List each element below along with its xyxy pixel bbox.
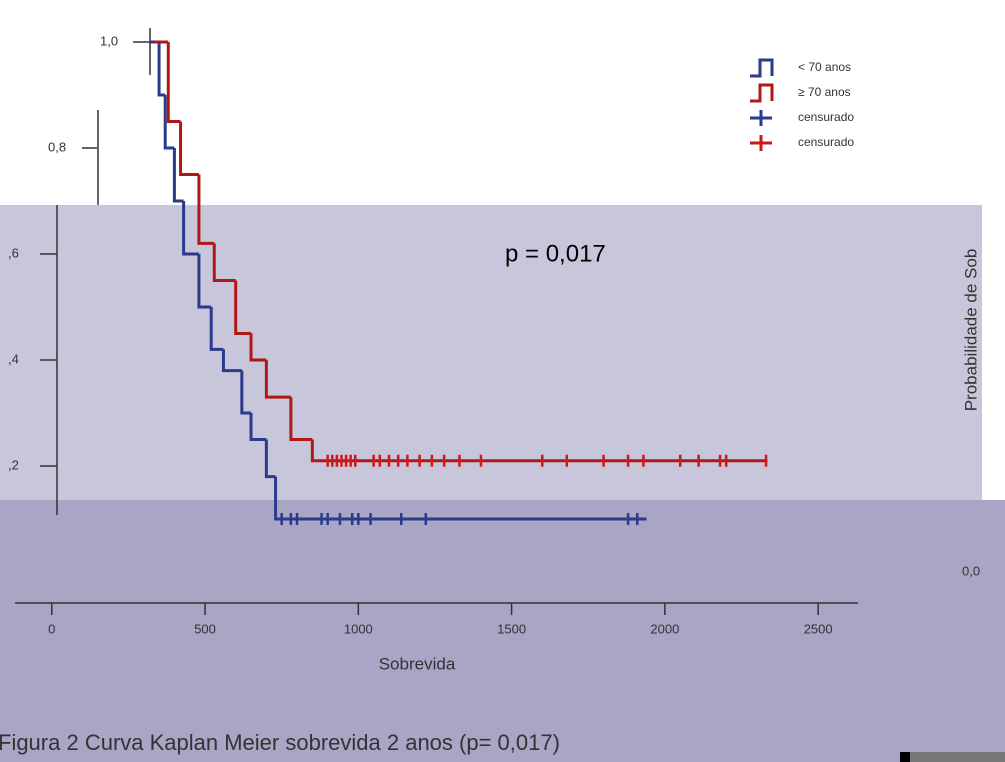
survival-step <box>163 95 175 150</box>
survival-step <box>249 333 267 362</box>
survival-step <box>310 439 767 463</box>
survival-step <box>264 360 291 399</box>
censor-mark <box>378 454 382 467</box>
legend-swatch <box>750 58 774 78</box>
x-axis-label: Sobrevida <box>379 654 456 673</box>
censor-mark <box>626 454 630 467</box>
censor-mark <box>330 454 334 467</box>
censor-mark <box>540 454 544 467</box>
survival-step <box>197 254 212 309</box>
caption: Figura 2 Curva Kaplan Meier sobrevida 2 … <box>0 730 560 755</box>
survival-step <box>209 307 224 351</box>
legend-label: ≥ 70 anos <box>798 85 851 99</box>
corner-block <box>900 752 1005 762</box>
x-tick-label: 2000 <box>650 621 679 636</box>
survival-step <box>264 439 276 479</box>
censor-mark <box>338 513 342 525</box>
legend-label: < 70 anos <box>798 60 851 74</box>
censor-mark <box>424 513 428 525</box>
y-tick-label: 1,0 <box>100 33 118 48</box>
y-tick-label: ,2 <box>8 457 19 472</box>
censor-mark <box>353 454 357 467</box>
legend-label: censurado <box>798 110 854 124</box>
censor-mark <box>602 454 606 467</box>
censor-mark <box>442 454 446 467</box>
legend-label: censurado <box>798 135 854 149</box>
corner-block-dark <box>900 752 910 762</box>
censor-mark <box>289 513 293 525</box>
annotation: p = 0,017 <box>505 240 606 267</box>
x-tick-label: 1000 <box>344 621 373 636</box>
censor-mark <box>387 454 391 467</box>
censor-mark <box>350 513 354 525</box>
legend-swatch <box>750 135 772 151</box>
x-tick-label: 0 <box>48 621 55 636</box>
censor-mark <box>405 454 409 467</box>
censor-mark <box>399 513 403 525</box>
censor-mark <box>295 513 299 525</box>
survival-step <box>166 42 181 123</box>
censor-mark <box>626 513 630 525</box>
censor-mark <box>349 454 353 467</box>
survival-step <box>182 201 199 256</box>
x-tick-label: 2500 <box>804 621 833 636</box>
panel-bottom <box>0 500 1005 762</box>
censor-mark <box>418 454 422 467</box>
censor-mark <box>718 454 722 467</box>
censor-mark <box>430 454 434 467</box>
x-tick-label: 500 <box>194 621 216 636</box>
survival-step <box>212 243 236 282</box>
censor-mark <box>396 454 400 467</box>
survival-step <box>221 349 242 373</box>
panel-mid <box>0 205 982 501</box>
censor-mark <box>457 454 461 467</box>
legend-swatch <box>750 110 772 126</box>
survival-step <box>157 42 166 97</box>
censor-mark <box>724 454 728 467</box>
censor-mark <box>635 513 639 525</box>
plot: 0 500 1000 1500 2000 2500 0,0 ,2 ,4 ,6 0,8 1,0 < 70 … <box>8 28 980 636</box>
survival-step <box>289 397 313 441</box>
censor-mark <box>678 454 682 467</box>
censor-mark <box>764 454 768 467</box>
censor-mark <box>641 454 645 467</box>
survival-step <box>240 370 252 415</box>
survival-step <box>172 148 184 203</box>
censor-mark <box>320 513 324 525</box>
censor-mark <box>339 454 343 467</box>
y-axis-label: Probabilidade de Sob <box>961 249 980 412</box>
censor-mark <box>280 513 284 525</box>
censor-mark <box>372 454 376 467</box>
survival-step <box>234 280 252 335</box>
censor-mark <box>369 513 373 525</box>
censor-mark <box>565 454 569 467</box>
censor-mark <box>479 454 483 467</box>
y-tick-label: 0,0 <box>962 563 980 578</box>
censor-mark <box>326 454 330 467</box>
censor-mark <box>335 454 339 467</box>
y-tick-label: ,4 <box>8 351 19 366</box>
survival-step <box>197 174 215 245</box>
censor-mark <box>344 454 348 467</box>
survival-step <box>274 476 647 521</box>
y-tick-label: ,6 <box>8 245 19 260</box>
censor-mark <box>697 454 701 467</box>
censor-mark <box>326 513 330 525</box>
legend-swatch <box>750 83 774 103</box>
censor-mark <box>356 513 360 525</box>
y-tick-label: 0,8 <box>48 139 66 154</box>
survival-step <box>179 121 199 176</box>
x-tick-label: 1500 <box>497 621 526 636</box>
survival-step <box>249 413 267 441</box>
